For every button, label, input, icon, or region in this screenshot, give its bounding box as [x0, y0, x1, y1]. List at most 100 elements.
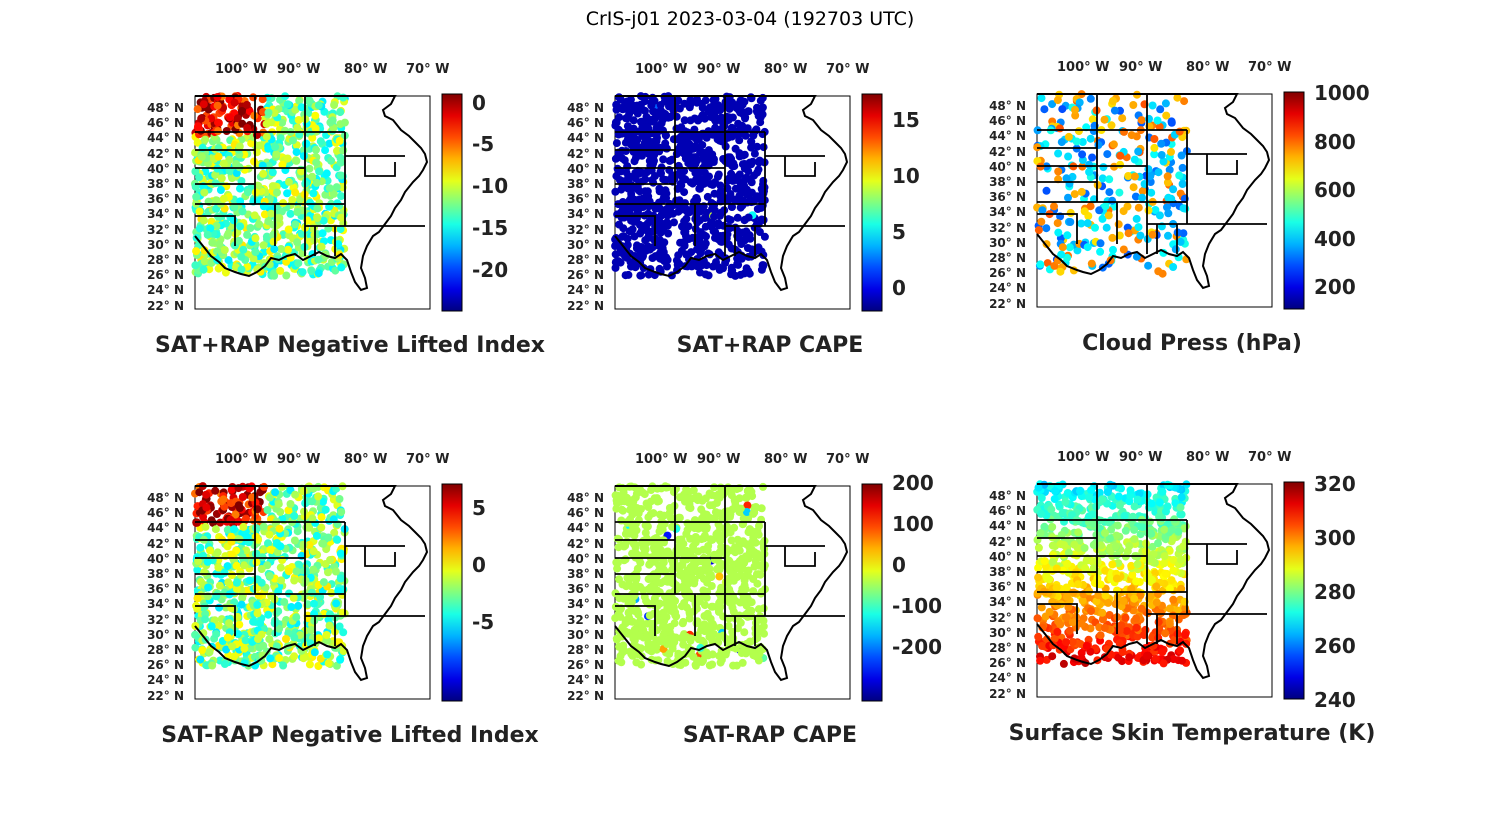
latitude-label: 26° N — [989, 656, 1026, 671]
latitude-label: 30° N — [147, 627, 184, 642]
latitude-label: 32° N — [567, 222, 604, 237]
colorbar-tick-label: -15 — [472, 216, 509, 240]
latitude-label: 30° N — [567, 627, 604, 642]
longitude-label: 70° W — [406, 62, 450, 77]
latitude-label: 34° N — [567, 207, 604, 222]
longitude-label: 90° W — [1119, 60, 1163, 75]
colorbar-tick-label: 0 — [472, 553, 486, 577]
map-plot — [191, 482, 463, 702]
longitude-label: 80° W — [1186, 450, 1230, 465]
longitude-label: 80° W — [344, 62, 388, 77]
longitude-label: 80° W — [1186, 60, 1230, 75]
latitude-label: 30° N — [989, 625, 1026, 640]
map-panel-3: 100° W 90° W 80° W 70° W 48° N 46° N 44° N 42° … — [982, 60, 1432, 366]
latitude-label: 46° N — [147, 116, 184, 131]
longitude-label: 90° W — [697, 62, 741, 77]
latitude-label: 38° N — [989, 565, 1026, 579]
latitude-label: 24° N — [989, 671, 1026, 686]
latitude-label: 40° N — [567, 161, 604, 176]
map-panel-2: 100° W 90° W 80° W 70° W 48° N 46° N 44° N 42° … — [560, 62, 1010, 368]
latitude-label: 30° N — [147, 237, 184, 252]
panel-title: Surface Skin Temperature (K) — [1008, 721, 1376, 746]
colorbar-tick-label: 15 — [892, 108, 920, 132]
state-border — [364, 156, 396, 177]
colorbar-tick-label: -10 — [472, 174, 509, 198]
state-border — [195, 605, 236, 636]
latitude-label: 34° N — [989, 205, 1026, 220]
colorbar-tick-label: 100 — [892, 512, 934, 536]
colorbar-tick-label: 300 — [1314, 526, 1356, 550]
latitude-label: 36° N — [989, 580, 1026, 595]
panel-title: SAT+RAP Negative Lifted Index — [155, 333, 545, 358]
colorbar-tick-label: 0 — [472, 91, 486, 115]
latitude-label: 46° N — [147, 506, 184, 521]
longitude-label: 100° W — [215, 62, 268, 77]
latitude-label: 30° N — [989, 235, 1026, 250]
longitude-label: 100° W — [635, 452, 688, 467]
panel-title: SAT-RAP CAPE — [682, 723, 858, 748]
colorbar — [861, 483, 883, 702]
latitude-label: 44° N — [567, 521, 604, 536]
latitude-label: 38° N — [567, 567, 604, 581]
latitude-label: 42° N — [567, 536, 604, 551]
latitude-label: 40° N — [989, 549, 1026, 564]
latitude-label: 26° N — [989, 266, 1026, 281]
colorbar — [861, 93, 883, 312]
latitude-label: 36° N — [989, 190, 1026, 205]
latitude-label: 26° N — [567, 268, 604, 283]
panel-title: Cloud Press (hPa) — [1082, 331, 1302, 356]
latitude-label: 34° N — [147, 207, 184, 222]
latitude-label: 28° N — [147, 253, 184, 267]
latitude-label: 26° N — [147, 268, 184, 283]
state-border — [1206, 544, 1238, 565]
latitude-label: 44° N — [147, 521, 184, 536]
latitude-label: 24° N — [989, 281, 1026, 296]
latitude-label: 48° N — [147, 491, 184, 505]
latitude-label: 42° N — [567, 146, 604, 161]
longitude-label: 100° W — [1057, 60, 1110, 75]
latitude-label: 32° N — [147, 222, 184, 237]
latitude-label: 36° N — [147, 192, 184, 207]
colorbar-tick-label: 0 — [892, 553, 906, 577]
latitude-label: 48° N — [989, 99, 1026, 113]
colorbar-tick-label: 5 — [472, 496, 486, 520]
coastline — [614, 485, 849, 682]
latitude-label: 26° N — [567, 658, 604, 673]
longitude-label: 90° W — [277, 62, 321, 77]
colorbar-tick-label: 5 — [892, 220, 906, 244]
latitude-label: 40° N — [567, 551, 604, 566]
latitude-label: 28° N — [989, 641, 1026, 655]
latitude-label: 34° N — [567, 597, 604, 612]
colorbar-tick-label: 200 — [1314, 275, 1356, 299]
latitude-label: 48° N — [567, 491, 604, 505]
longitude-label: 80° W — [764, 62, 808, 77]
coastline — [1036, 483, 1271, 680]
latitude-label: 38° N — [567, 177, 604, 191]
latitude-label: 26° N — [147, 658, 184, 673]
colorbar-tick-label: -100 — [892, 594, 943, 618]
colorbar-tick-label: 10 — [892, 164, 920, 188]
latitude-label: 46° N — [567, 116, 604, 131]
colorbar-tick-label: 320 — [1314, 472, 1356, 496]
latitude-label: 32° N — [989, 220, 1026, 235]
longitude-label: 70° W — [1248, 60, 1292, 75]
coastline — [194, 485, 429, 682]
latitude-label: 38° N — [989, 175, 1026, 189]
state-border — [784, 546, 816, 567]
latitude-label: 24° N — [567, 283, 604, 298]
map-plot — [611, 92, 883, 312]
data-swath — [611, 92, 849, 292]
longitude-label: 90° W — [697, 452, 741, 467]
latitude-label: 48° N — [147, 101, 184, 115]
map-panel-5: 100° W 90° W 80° W 70° W 48° N 46° N 44° N 42° … — [560, 452, 1010, 758]
latitude-label: 38° N — [147, 567, 184, 581]
longitude-label: 70° W — [1248, 450, 1292, 465]
colorbar-tick-label: 280 — [1314, 580, 1356, 604]
latitude-label: 44° N — [567, 131, 604, 146]
latitude-label: 24° N — [147, 673, 184, 688]
latitude-label: 28° N — [567, 643, 604, 657]
latitude-label: 46° N — [989, 504, 1026, 519]
state-border — [1037, 213, 1078, 244]
state-border — [1206, 154, 1238, 175]
longitude-label: 70° W — [826, 452, 870, 467]
